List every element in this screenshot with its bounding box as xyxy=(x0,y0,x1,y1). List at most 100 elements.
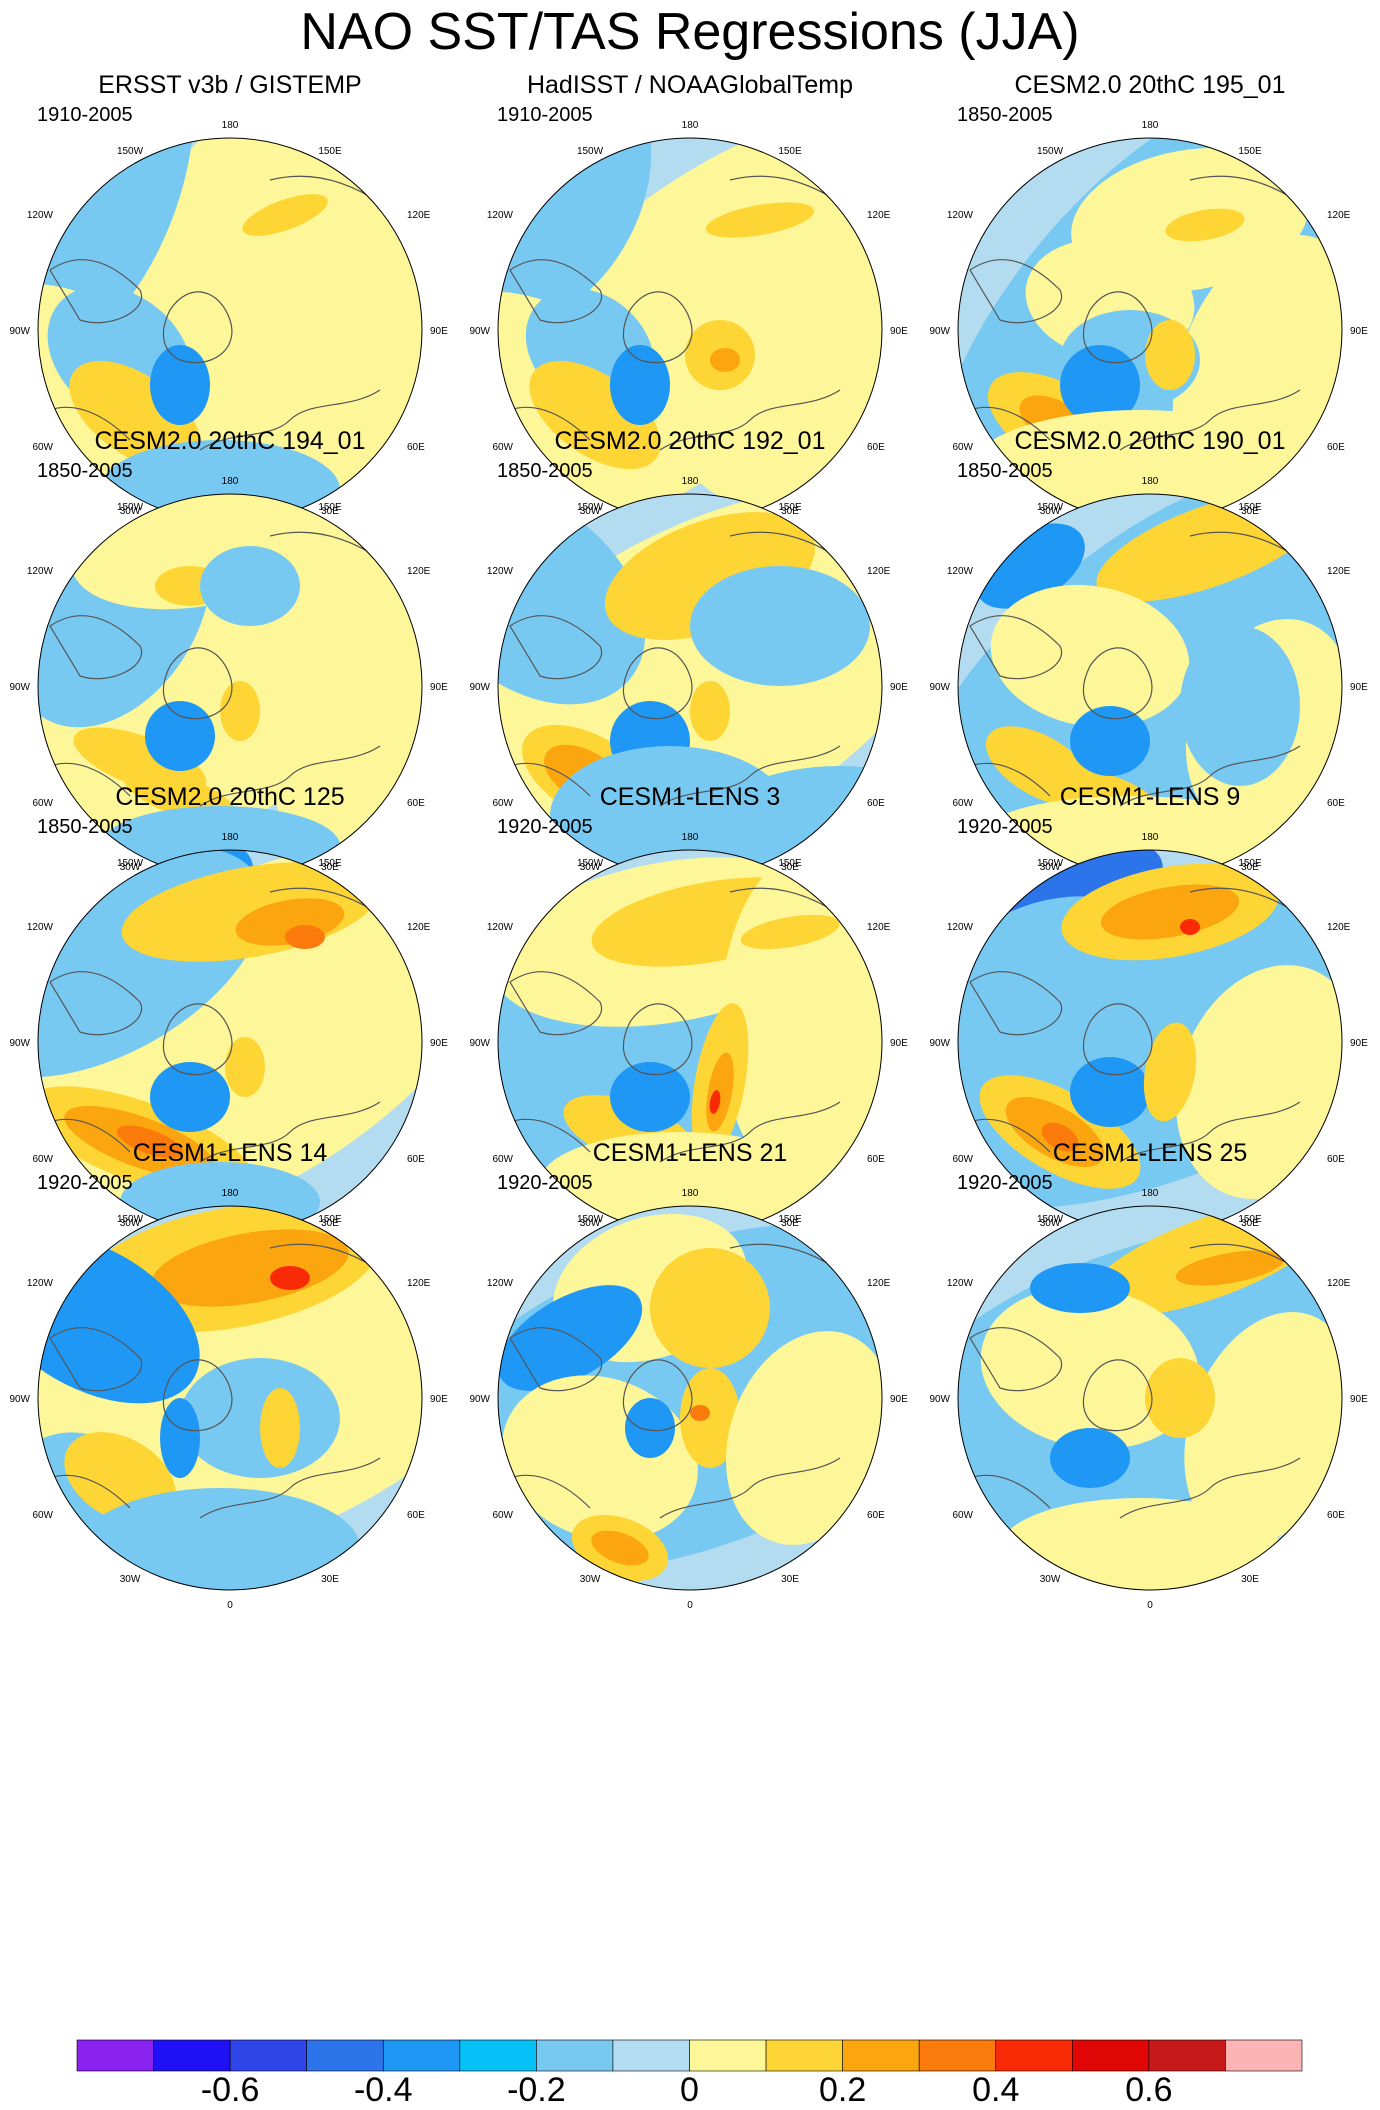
anomaly-region xyxy=(150,345,210,425)
coastline xyxy=(1119,745,1301,807)
colorbar-label: 0.2 xyxy=(818,2071,867,2109)
longitude-label: 180 xyxy=(1142,120,1159,131)
panel-period: 1910-2005 xyxy=(497,104,593,126)
coastline xyxy=(509,762,591,797)
anomaly-region xyxy=(610,345,670,425)
longitude-label: 60E xyxy=(1327,1154,1345,1165)
anomaly-region xyxy=(1060,345,1140,425)
colorbar-swatch xyxy=(995,2039,1073,2072)
colorbar-swatch xyxy=(1148,2039,1226,2072)
anomaly-region xyxy=(1143,1022,1197,1122)
longitude-label: 90W xyxy=(929,1038,950,1049)
anomaly-region xyxy=(285,925,325,949)
panel-title: CESM1-LENS 25 xyxy=(1052,1139,1248,1167)
colorbar-swatch xyxy=(153,2039,231,2072)
anomaly-region xyxy=(145,701,215,771)
longitude-label: 120E xyxy=(1327,566,1351,577)
longitude-label: 150E xyxy=(318,1214,342,1225)
anomaly-region xyxy=(1180,626,1300,786)
colorbar-swatch xyxy=(842,2039,920,2072)
longitude-label: 150W xyxy=(577,1214,604,1225)
longitude-label: 30W xyxy=(120,1218,141,1229)
longitude-label: 150E xyxy=(778,146,802,157)
longitude-label: 120W xyxy=(487,1278,514,1289)
coastline xyxy=(622,291,693,364)
anomaly-field xyxy=(958,850,1342,1234)
map-border xyxy=(37,1205,423,1591)
panel-period: 1920-2005 xyxy=(957,816,1053,838)
anomaly-region xyxy=(1180,919,1200,935)
longitude-label: 90W xyxy=(9,1394,30,1405)
longitude-label: 150W xyxy=(577,146,604,157)
longitude-label: 30E xyxy=(321,1218,339,1229)
anomaly-field xyxy=(958,138,1342,522)
longitude-label: 90W xyxy=(929,682,950,693)
anomaly-region xyxy=(690,681,730,741)
anomaly-region xyxy=(200,546,300,626)
coastline xyxy=(1082,647,1153,720)
colorbar-swatch xyxy=(918,2039,997,2072)
longitude-label: 150E xyxy=(1238,502,1262,513)
anomaly-region xyxy=(498,494,646,705)
panel-period: 1920-2005 xyxy=(37,1172,133,1194)
longitude-label: 150E xyxy=(1238,858,1262,869)
coastline xyxy=(509,1327,603,1392)
longitude-label: 60W xyxy=(492,1154,513,1165)
anomaly-region xyxy=(242,194,328,236)
anomaly-field xyxy=(498,850,882,1234)
longitude-label: 60E xyxy=(1327,442,1345,453)
map-panel: CESM2.0 20thC 125 180 150W 150E 120W 120E 90W 9… xyxy=(0,782,460,1257)
coastline xyxy=(969,615,1063,680)
colorbar-swatch xyxy=(1225,2039,1303,2072)
anomaly-region xyxy=(680,1368,740,1468)
longitude-label: 90E xyxy=(1350,1394,1368,1405)
colorbar-label: -0.4 xyxy=(353,2071,413,2109)
panel-period: 1910-2005 xyxy=(37,104,133,126)
colorbar-swatch xyxy=(76,2039,154,2072)
coastline xyxy=(162,291,233,364)
longitude-label: 180 xyxy=(222,832,239,843)
longitude-label: 60W xyxy=(32,442,53,453)
longitude-label: 150E xyxy=(318,146,342,157)
anomaly-field xyxy=(38,138,422,522)
anomaly-field xyxy=(958,494,1342,878)
longitude-label: 90E xyxy=(890,682,908,693)
longitude-label: 90W xyxy=(929,1394,950,1405)
longitude-label: 30E xyxy=(781,506,799,517)
longitude-label: 90W xyxy=(9,1038,30,1049)
coastline xyxy=(49,1327,143,1392)
longitude-label: 150W xyxy=(117,1214,144,1225)
coastline xyxy=(199,389,381,451)
colorbar-label: 0.6 xyxy=(1125,2071,1173,2109)
longitude-label: 120E xyxy=(407,922,431,933)
panel-title: CESM1-LENS 3 xyxy=(599,783,781,811)
anomaly-region xyxy=(1100,884,1240,940)
longitude-label: 120W xyxy=(947,1278,974,1289)
longitude-label: 150E xyxy=(778,502,802,513)
longitude-label: 30E xyxy=(781,1218,799,1229)
coastline xyxy=(199,1457,381,1519)
longitude-label: 120E xyxy=(407,1278,431,1289)
longitude-label: 180 xyxy=(682,476,699,487)
coastline xyxy=(509,406,591,441)
coastline xyxy=(1119,1457,1301,1519)
longitude-label: 30W xyxy=(580,1218,601,1229)
colorbar-swatch xyxy=(765,2039,843,2072)
longitude-label: 90E xyxy=(430,1038,448,1049)
anomaly-region xyxy=(709,1090,721,1114)
anomaly-region xyxy=(1175,1250,1285,1286)
anomaly-field xyxy=(498,138,882,522)
longitude-label: 150E xyxy=(318,858,342,869)
map-panel: CESM1-LENS 9 180 150W 150E 120W 120E 90W 90E 60W… xyxy=(920,782,1380,1257)
anomaly-region xyxy=(1070,1057,1150,1127)
longitude-label: 30W xyxy=(1040,1574,1061,1585)
longitude-label: 30E xyxy=(1241,506,1259,517)
longitude-label: 30E xyxy=(321,862,339,873)
map-panel: ERSST v3b / GISTEMP 180 150W 150E 120W 120E 90… xyxy=(0,70,460,545)
anomaly-region xyxy=(1145,1358,1215,1438)
